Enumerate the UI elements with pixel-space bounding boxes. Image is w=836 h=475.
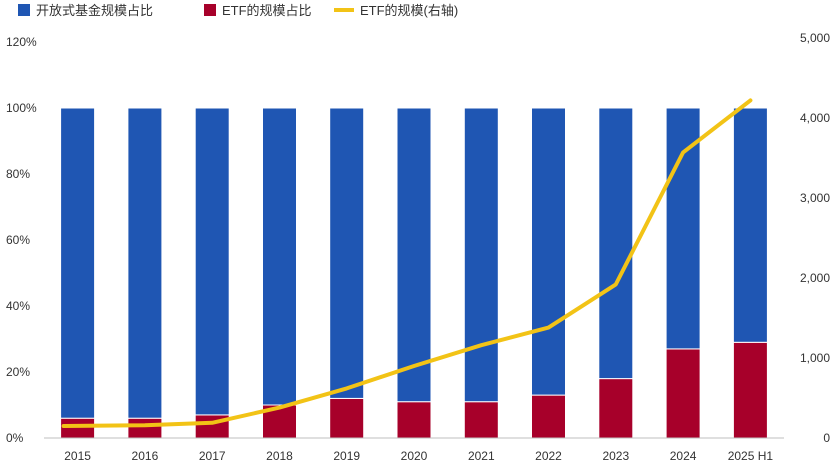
y-left-tick-label: 80% [6,167,30,181]
bar-open-fund-2020 [397,108,431,402]
x-tick-label: 2020 [401,449,428,463]
bar-open-fund-2017 [195,108,229,415]
bar-etf-share-2015 [61,418,95,438]
legend-label-etf-share: ETF的规模占比 [222,3,312,18]
y-left-tick-label: 0% [6,431,24,445]
bar-etf-share-2016 [128,418,162,438]
legend-label-open-fund: 开放式基金规模占比 [36,3,153,18]
y-left-axis: 0% 20% 40% 60% 80% 100% 120% [6,35,37,445]
legend-label-etf-size: ETF的规模(右轴) [360,3,458,18]
bar-open-fund-2019 [330,108,364,398]
y-right-tick-label: 2,000 [800,271,830,285]
x-tick-label: 2021 [468,449,495,463]
y-left-tick-label: 60% [6,233,30,247]
y-right-tick-label: 5,000 [800,31,830,45]
x-tick-label: 2024 [670,449,697,463]
y-right-tick-label: 0 [823,431,830,445]
x-axis: 2015 2016 2017 2018 2019 2020 2021 2022 2023 2024… [64,449,773,463]
bar-etf-share-2022 [532,395,566,438]
bar-etf-share-2020 [397,402,431,438]
x-tick-label: 2025 H1 [728,449,774,463]
bar-open-fund-2016 [128,108,162,418]
bar-etf-share-2025-H1 [733,342,767,438]
x-tick-label: 2015 [64,449,91,463]
bar-open-fund-2015 [61,108,95,418]
bar-open-fund-2021 [464,108,498,402]
legend-swatch-etf-share [204,4,216,16]
legend-swatch-open-fund [18,4,30,16]
y-left-tick-label: 40% [6,299,30,313]
y-left-tick-label: 120% [6,35,37,49]
legend: 开放式基金规模占比 ETF的规模占比 ETF的规模(右轴) [18,3,458,18]
bar-open-fund-2023 [599,108,633,379]
y-right-axis: 0 1,000 2,000 3,000 4,000 5,000 [800,31,830,445]
x-tick-label: 2017 [199,449,226,463]
x-tick-label: 2022 [535,449,562,463]
bar-etf-share-2024 [666,349,700,438]
bar-open-fund-2018 [263,108,297,405]
x-tick-label: 2019 [333,449,360,463]
y-left-tick-label: 20% [6,365,30,379]
x-tick-label: 2016 [132,449,159,463]
y-right-tick-label: 4,000 [800,111,830,125]
bar-etf-share-2019 [330,398,364,438]
bars [61,108,768,438]
y-right-tick-label: 3,000 [800,191,830,205]
x-tick-label: 2023 [602,449,629,463]
y-left-tick-label: 100% [6,101,37,115]
y-right-tick-label: 1,000 [800,351,830,365]
bar-etf-share-2021 [464,402,498,438]
x-tick-label: 2018 [266,449,293,463]
bar-open-fund-2025-H1 [733,108,767,342]
bar-etf-share-2023 [599,379,633,438]
bar-open-fund-2022 [532,108,566,395]
